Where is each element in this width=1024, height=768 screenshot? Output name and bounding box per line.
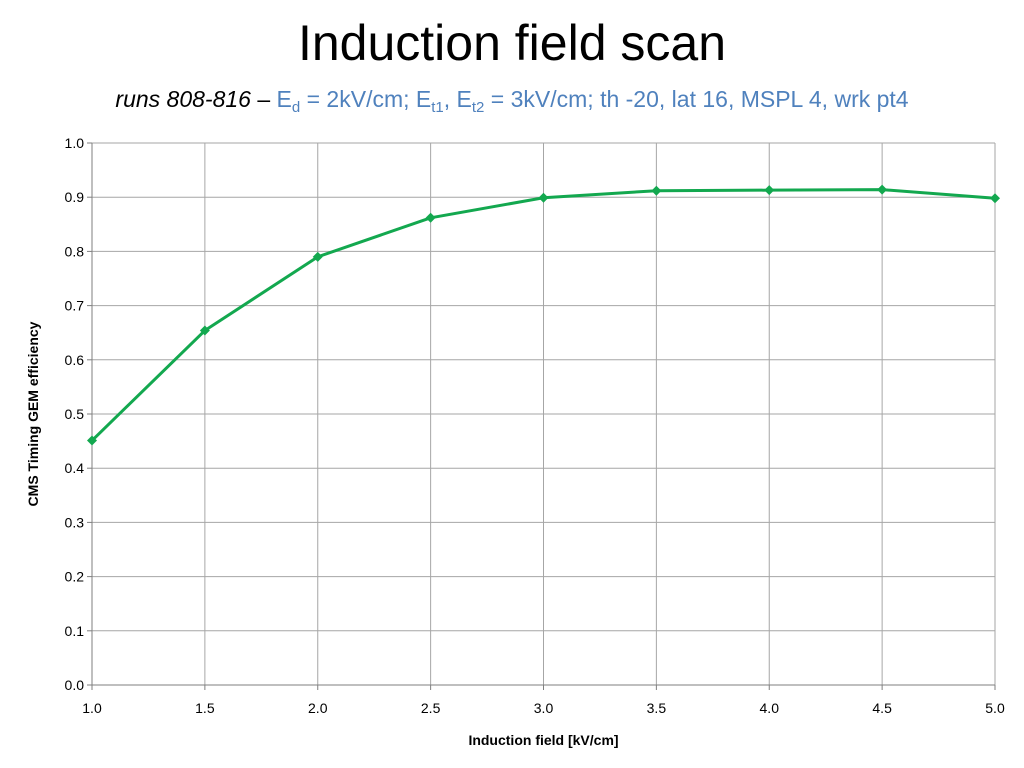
- subtitle-dash: –: [250, 86, 277, 112]
- ed-base: E: [276, 86, 292, 112]
- subtitle-drift-field: Ed = 2kV/cm; Et1, Et2 = 3kV/cm; th -20, …: [276, 86, 909, 115]
- slide-subtitle: runs 808-816 – Ed = 2kV/cm; Et1, Et2 = 3…: [0, 86, 1024, 115]
- y-tick-label: 0.8: [65, 243, 85, 259]
- ed-rest: = 2kV/cm;: [300, 86, 416, 112]
- axes: [87, 142, 996, 690]
- y-tick-label: 0.9: [65, 189, 85, 205]
- data-point: [764, 185, 775, 196]
- x-tick-label: 4.5: [872, 700, 892, 716]
- subtitle-sep: ,: [443, 86, 457, 112]
- x-tick-label: 1.5: [195, 700, 215, 716]
- y-axis-title: CMS Timing GEM efficiency: [25, 321, 41, 506]
- x-tick-label: 3.0: [534, 700, 554, 716]
- y-tick-label: 0.7: [65, 298, 85, 314]
- data-point: [425, 212, 436, 223]
- et1-sub: t1: [431, 99, 444, 116]
- y-tick-label: 0.6: [65, 352, 85, 368]
- data-point: [87, 435, 97, 446]
- data-point: [538, 192, 549, 203]
- x-tick-label: 5.0: [985, 700, 1005, 716]
- series-layer: [87, 184, 1000, 446]
- subtitle-runs: runs 808-816: [115, 86, 251, 112]
- x-tick-label: 3.5: [647, 700, 667, 716]
- x-tick-label: 2.0: [308, 700, 328, 716]
- data-point: [651, 185, 662, 196]
- y-tick-label: 0.1: [65, 623, 85, 639]
- slide-title: Induction field scan: [297, 15, 727, 71]
- data-point: [312, 251, 323, 262]
- y-tick-label: 0.3: [65, 514, 85, 530]
- y-tick-label: 1.0: [65, 135, 85, 151]
- subtitle-tail: = 3kV/cm; th -20, lat 16, MSPL 4, wrk pt…: [484, 86, 909, 112]
- data-point: [199, 325, 210, 336]
- x-axis-title: Induction field [kV/cm]: [468, 732, 618, 748]
- y-tick-label: 0.5: [65, 406, 85, 422]
- et2-sub: t2: [471, 99, 485, 116]
- x-tick-label: 4.0: [760, 700, 780, 716]
- grid: [91, 142, 996, 686]
- x-tick-label: 1.0: [82, 700, 102, 716]
- et2-base: E: [456, 86, 472, 112]
- y-tick-label: 0.4: [65, 460, 85, 476]
- tick-labels: 0.0 0.1 0.2 0.3 0.4 0.5 0.6 0.7 0.8 0.9 1.0 1.0 1.5 2…: [65, 135, 1005, 716]
- y-tick-label: 0.2: [65, 569, 85, 585]
- ed-sub: d: [291, 99, 301, 116]
- y-tick-label: 0.0: [65, 677, 85, 693]
- data-point: [877, 184, 888, 195]
- x-tick-label: 2.5: [421, 700, 441, 716]
- et1-base: E: [415, 86, 432, 112]
- data-point: [990, 193, 1000, 204]
